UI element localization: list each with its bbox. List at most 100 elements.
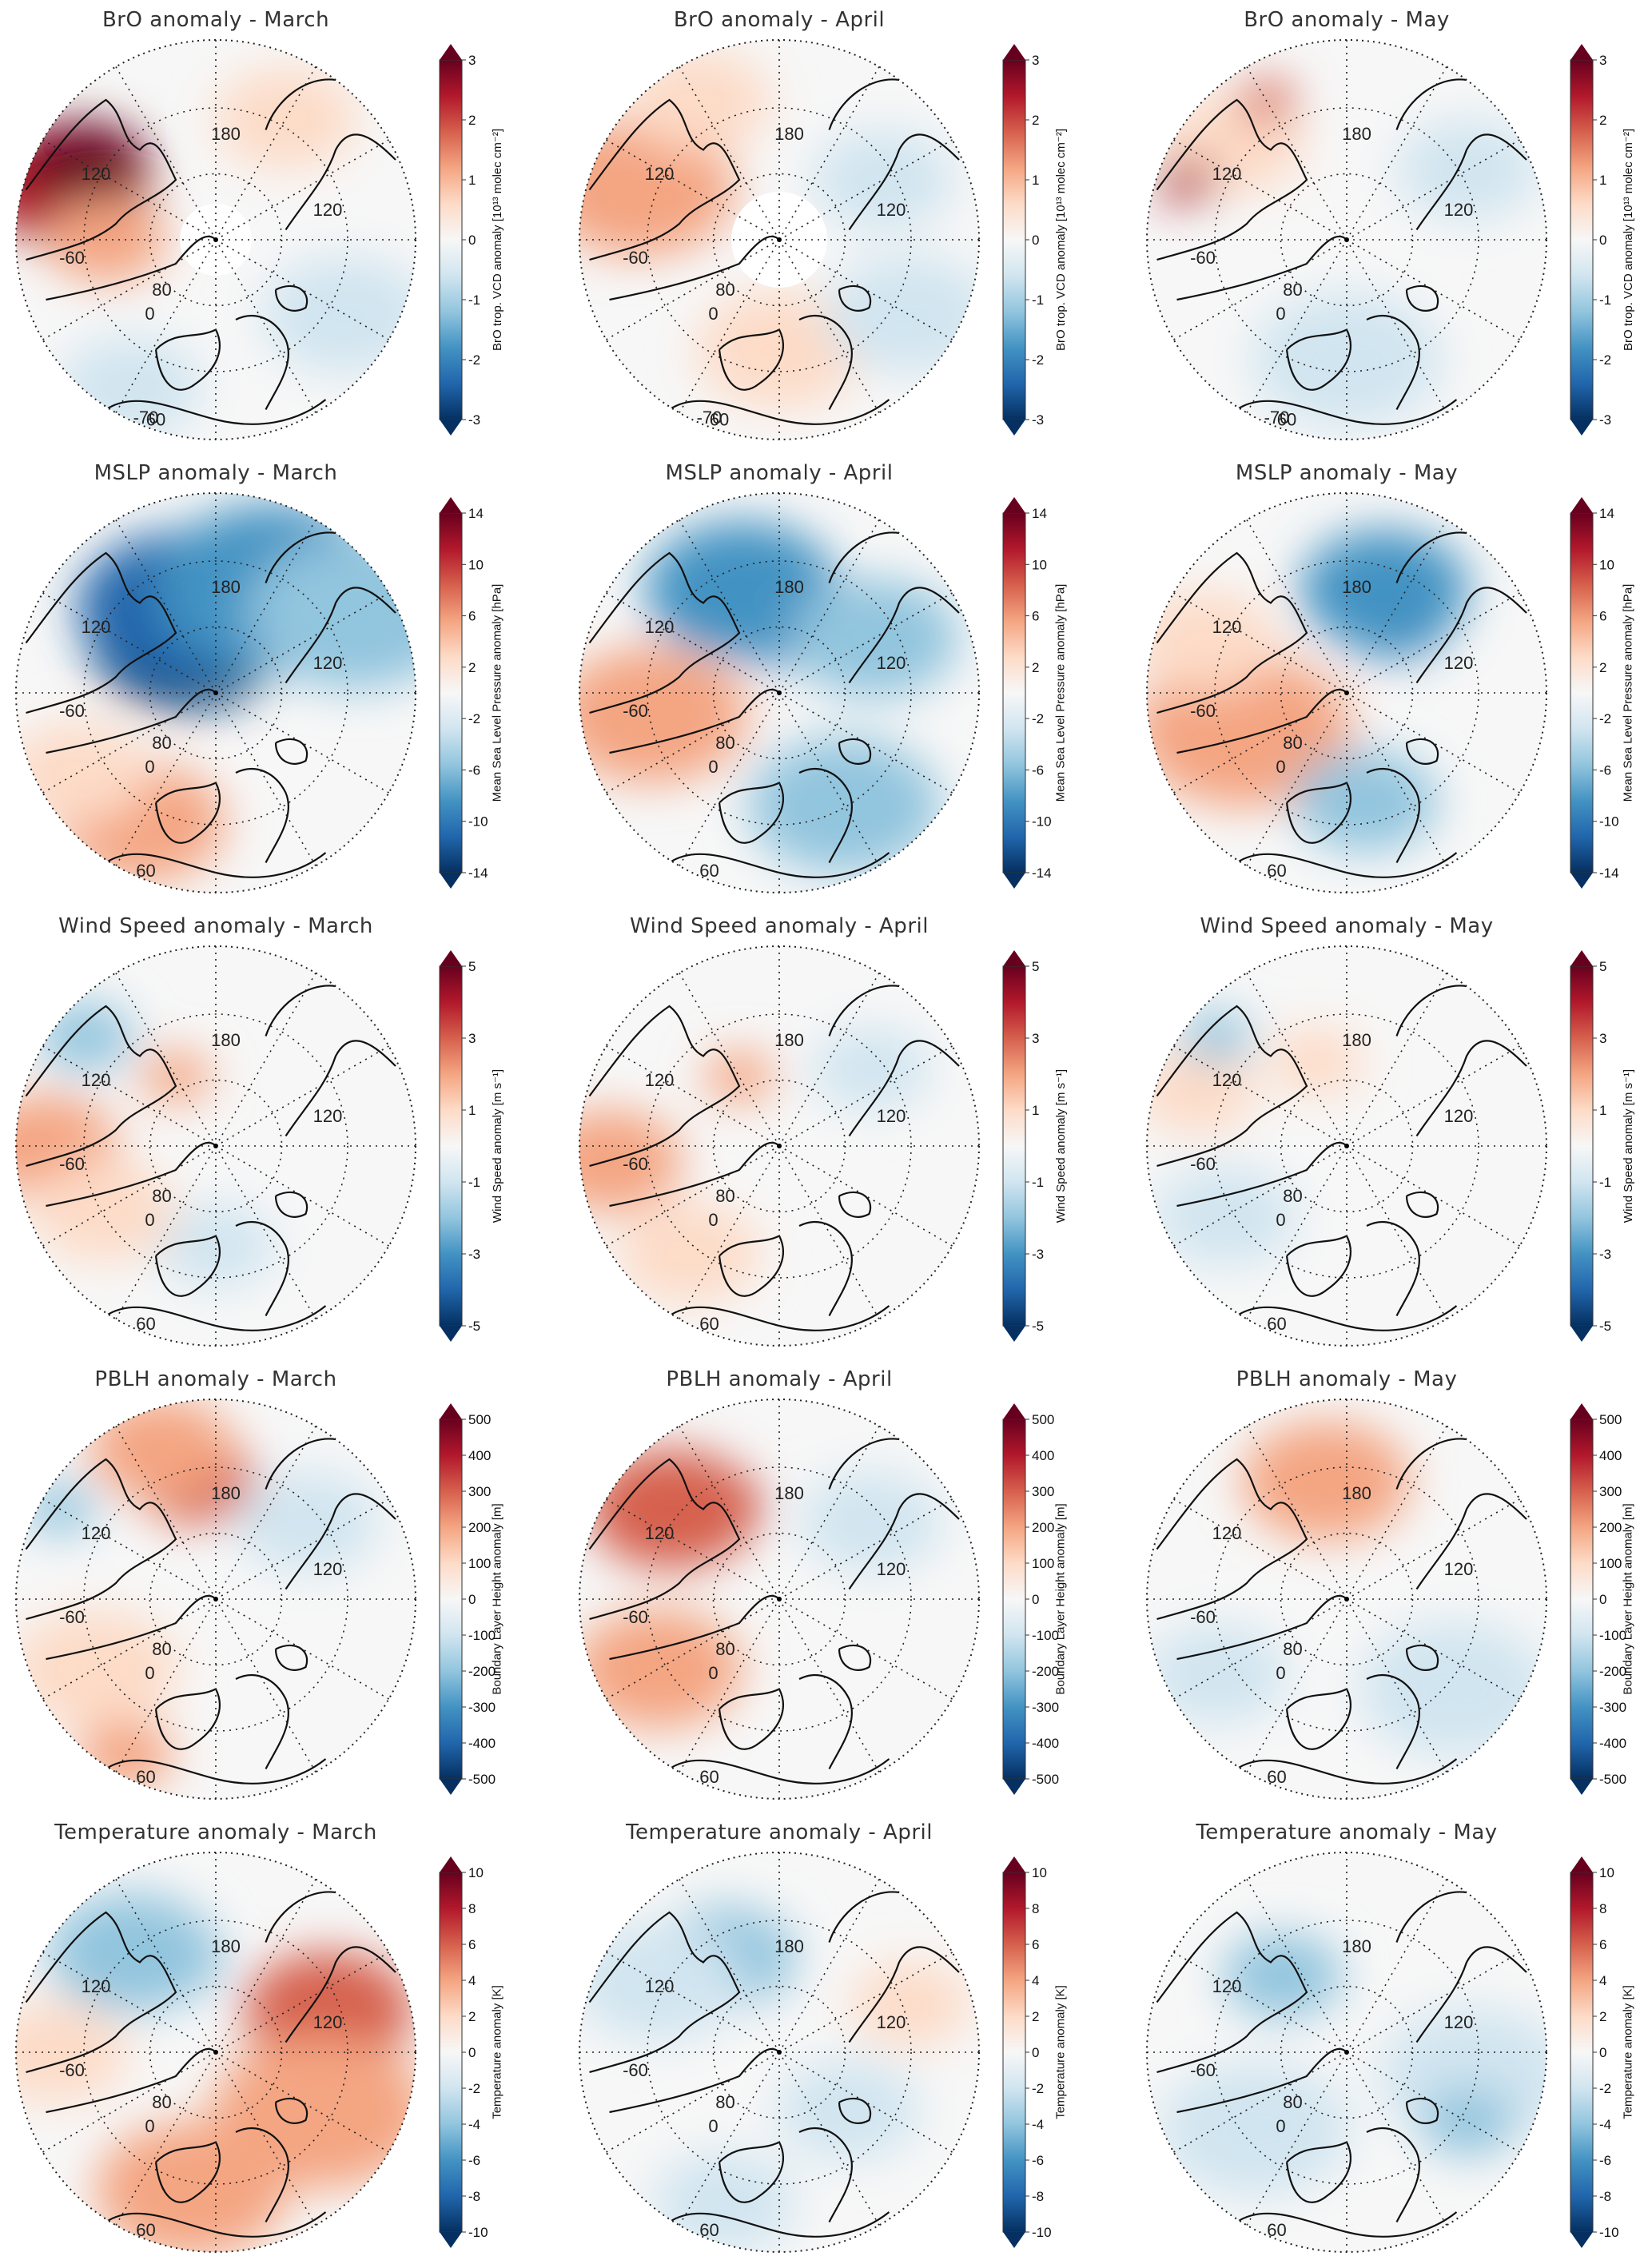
graticule <box>579 40 979 440</box>
map-boundary <box>579 945 980 1347</box>
colorbar-tick: 100 <box>1032 1556 1054 1571</box>
map-field <box>16 493 416 893</box>
grid-label: -60 <box>1190 1607 1216 1627</box>
colorbar-tick: 10 <box>1032 1865 1047 1880</box>
grid-label: 80 <box>1283 2092 1302 2112</box>
colorbar-extend-max <box>1003 1403 1025 1419</box>
colorbar-extend-min <box>1003 1779 1025 1795</box>
coastline <box>235 1221 289 1316</box>
colorbar: 14 10 6 2 -2 -6 -10 -14 <box>439 497 488 889</box>
grid-label: 180 <box>774 1483 804 1503</box>
colorbar-tick: 3 <box>468 1031 476 1046</box>
colorbar-tick: 300 <box>1032 1484 1054 1499</box>
coastline <box>588 1005 741 1168</box>
coastline <box>1415 1946 1527 2043</box>
colorbar-extend-max <box>1570 44 1593 60</box>
coastline <box>1366 315 1420 410</box>
coastline <box>848 1040 960 1137</box>
colorbar-tick: 8 <box>1032 1901 1039 1916</box>
colorbar-tick: 14 <box>1032 506 1047 521</box>
grid-label: 180 <box>211 124 241 144</box>
colorbar-tick: 2 <box>1599 113 1606 128</box>
colorbar-label: BrO trop. VCD anomaly [10¹³ molec cm⁻²] <box>491 129 504 351</box>
grid-label: 0 <box>145 2116 154 2136</box>
grid-label: -60 <box>59 2060 85 2080</box>
colorbar: 500 400 300 200 100 0 -100 -200 -300 -400 -500 <box>1570 1403 1626 1795</box>
polar-map: 180 120 120 -60 80 0 60 10 8 6 4 2 0 -2 -4 -6 -8 -10 <box>1146 1852 1619 2253</box>
panel-title: Temperature anomaly - April <box>626 1820 933 1844</box>
coastline <box>46 235 217 301</box>
graticule <box>16 946 416 1346</box>
grid-label: 80 <box>1283 733 1302 753</box>
coastline <box>265 1438 336 1490</box>
coastline <box>235 2127 289 2222</box>
anomaly-region <box>16 1609 179 1729</box>
grid-label: 80 <box>152 733 171 753</box>
coastline <box>828 985 900 1037</box>
colorbar-tick: -4 <box>1032 2117 1044 2132</box>
grid-label: 80 <box>715 733 734 753</box>
pole-marker <box>213 1597 218 1602</box>
panel-bro-2: BrO anomaly - April 180 120 120 -60 80 0 -70 60 3… <box>571 8 1091 456</box>
colorbar-extend-min <box>440 1779 462 1795</box>
colorbar-tick: -2 <box>1032 352 1044 368</box>
colorbar-tick: 4 <box>468 1973 476 1988</box>
panel-title: Wind Speed anomaly - March <box>58 914 373 938</box>
anomaly-region <box>235 1470 380 1574</box>
grid-label: 60 <box>699 861 719 881</box>
grid-label: 60 <box>136 1314 155 1334</box>
graticule <box>16 493 416 893</box>
pole-marker <box>1344 690 1349 695</box>
anomaly-region <box>1222 1933 1343 2019</box>
colorbar-tick: 100 <box>468 1556 491 1571</box>
grid-label: 0 <box>708 2116 718 2136</box>
coastline <box>848 1493 960 1590</box>
map-boundary <box>15 1852 416 2253</box>
colorbar-tick: -6 <box>468 762 480 778</box>
grid-label: 180 <box>774 1936 804 1956</box>
coastline <box>609 1594 780 1661</box>
grid-label: 60 <box>1267 1767 1286 1787</box>
colorbar-tick: 8 <box>1599 1901 1606 1916</box>
panel-title: MSLP anomaly - April <box>665 461 894 485</box>
grid-label: 80 <box>715 1639 734 1659</box>
anomaly-region <box>48 1893 217 2012</box>
grid-label: 120 <box>1444 2012 1474 2032</box>
graticule <box>579 493 979 893</box>
anomaly-region <box>810 1026 931 1112</box>
grid-label: 120 <box>313 653 343 673</box>
grid-label: 60 <box>1267 1314 1286 1334</box>
grid-label: 120 <box>1444 1559 1474 1579</box>
anomaly-region <box>652 2151 797 2252</box>
anomaly-region <box>38 1002 134 1071</box>
colorbar-tick: 0 <box>1599 233 1606 248</box>
polar-map: 180 120 120 -60 80 0 60 5 3 1 -1 -3 -5 <box>579 945 1044 1347</box>
colorbar: 500 400 300 200 100 0 -100 -200 -300 -400 -500 <box>439 1403 496 1795</box>
grid-label: 0 <box>145 1210 154 1230</box>
anomaly-region <box>213 67 358 170</box>
grid-label: 0 <box>1276 304 1285 324</box>
colorbar-tick: -400 <box>468 1736 496 1751</box>
graticule <box>16 1852 416 2252</box>
pole-marker <box>213 690 218 695</box>
colorbar-tick: 2 <box>1599 2009 1606 2024</box>
colorbar-extend-min <box>1570 2232 1593 2248</box>
map-field <box>579 946 979 1346</box>
coastline <box>1176 1594 1347 1661</box>
coastline <box>798 315 853 410</box>
anomaly-region <box>579 647 747 784</box>
colorbar: 10 8 6 4 2 0 -2 -4 -6 -8 -10 <box>1570 1856 1619 2248</box>
grid-label: 60 <box>710 410 729 430</box>
map-field <box>16 1852 416 2252</box>
anomaly-region <box>703 1051 775 1103</box>
map-field <box>16 946 416 1346</box>
colorbar-tick: -6 <box>1599 2153 1611 2168</box>
panel-mslp-2: MSLP anomaly - April 180 120 120 -60 80 0 60 14 1… <box>571 461 1091 909</box>
coastline <box>588 1911 741 2074</box>
colorbar: 14 10 6 2 -2 -6 -10 -14 <box>1002 497 1052 889</box>
colorbar-tick: -3 <box>468 412 480 428</box>
colorbar-tick: 6 <box>1599 1937 1606 1952</box>
coastline <box>274 738 309 765</box>
grid-label: 120 <box>82 1976 111 1996</box>
colorbar-tick: -5 <box>468 1319 480 1334</box>
